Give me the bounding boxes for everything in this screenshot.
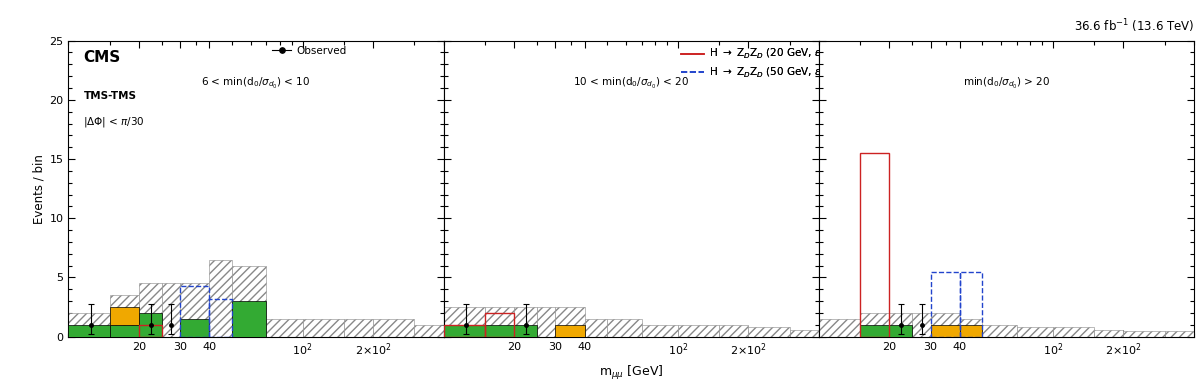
Y-axis label: Events / bin: Events / bin [32, 154, 46, 224]
Bar [414, 325, 444, 337]
Text: 10 < min(d$_0$/$\sigma_{d_0}$) < 20: 10 < min(d$_0$/$\sigma_{d_0}$) < 20 [574, 76, 689, 91]
Bar [180, 286, 210, 337]
Bar [749, 327, 790, 337]
Legend: Drell-Yan, QCD, Stat. uncertainty: Drell-Yan, QCD, Stat. uncertainty [460, 46, 565, 81]
Text: |$\Delta\Phi$| < $\pi$/30: |$\Delta\Phi$| < $\pi$/30 [84, 115, 145, 128]
Bar [514, 307, 536, 337]
Bar [930, 313, 960, 337]
Bar [485, 325, 514, 337]
Bar [344, 319, 373, 337]
Bar [373, 319, 414, 337]
Bar [444, 325, 485, 337]
Bar [536, 307, 556, 337]
Bar [514, 325, 536, 337]
Text: 6 < min(d$_0$/$\sigma_{d_0}$) < 10: 6 < min(d$_0$/$\sigma_{d_0}$) < 10 [202, 76, 311, 91]
Bar [556, 307, 584, 337]
Bar [642, 325, 678, 337]
Text: TMS-TMS: TMS-TMS [84, 91, 137, 101]
Bar [210, 260, 232, 337]
Bar [930, 272, 960, 337]
Bar [139, 313, 162, 337]
Bar [444, 325, 485, 337]
Legend: H $\rightarrow$ Z$_D$Z$_D$ (20 GeV, $\varepsilon$ = 5 $\times$ 10$^{-7}$) $\time: H $\rightarrow$ Z$_D$Z$_D$ (20 GeV, $\va… [682, 46, 908, 80]
Bar [485, 307, 514, 337]
Bar [68, 313, 109, 337]
Bar [444, 307, 485, 337]
Bar [109, 295, 139, 337]
Bar [485, 313, 514, 337]
Bar [139, 283, 162, 337]
Bar [180, 283, 210, 337]
Bar [139, 325, 162, 337]
Bar [930, 325, 960, 337]
Bar [818, 319, 860, 337]
Bar [210, 299, 232, 337]
Bar [678, 325, 719, 337]
Bar [68, 325, 109, 337]
Bar [960, 319, 983, 337]
Bar [889, 325, 912, 337]
Bar [232, 265, 266, 337]
Bar [584, 319, 607, 337]
Bar [889, 313, 912, 337]
Bar [960, 325, 983, 337]
Bar [180, 319, 210, 337]
Bar [860, 325, 889, 337]
Bar [1016, 327, 1052, 337]
Bar [912, 313, 930, 337]
Bar [162, 283, 180, 337]
Bar [607, 319, 642, 337]
Bar [860, 153, 889, 337]
Bar [960, 272, 983, 337]
Bar [719, 325, 749, 337]
Bar [1165, 331, 1194, 337]
Bar [266, 319, 302, 337]
X-axis label: m$_{\mu\mu}$ [GeV]: m$_{\mu\mu}$ [GeV] [599, 364, 664, 382]
Bar [109, 325, 139, 337]
Bar [1123, 331, 1165, 337]
Bar [860, 313, 889, 337]
Bar [556, 325, 584, 337]
Bar [790, 330, 818, 337]
Text: CMS: CMS [84, 50, 121, 65]
Bar [109, 307, 139, 325]
Bar [232, 301, 266, 337]
Bar [983, 325, 1016, 337]
Bar [302, 319, 344, 337]
Text: min(d$_0$/$\sigma_{d_0}$) > 20: min(d$_0$/$\sigma_{d_0}$) > 20 [962, 76, 1050, 91]
Bar [1094, 330, 1123, 337]
Bar [1052, 327, 1094, 337]
Text: 36.6 fb$^{-1}$ (13.6 TeV): 36.6 fb$^{-1}$ (13.6 TeV) [1074, 17, 1194, 35]
